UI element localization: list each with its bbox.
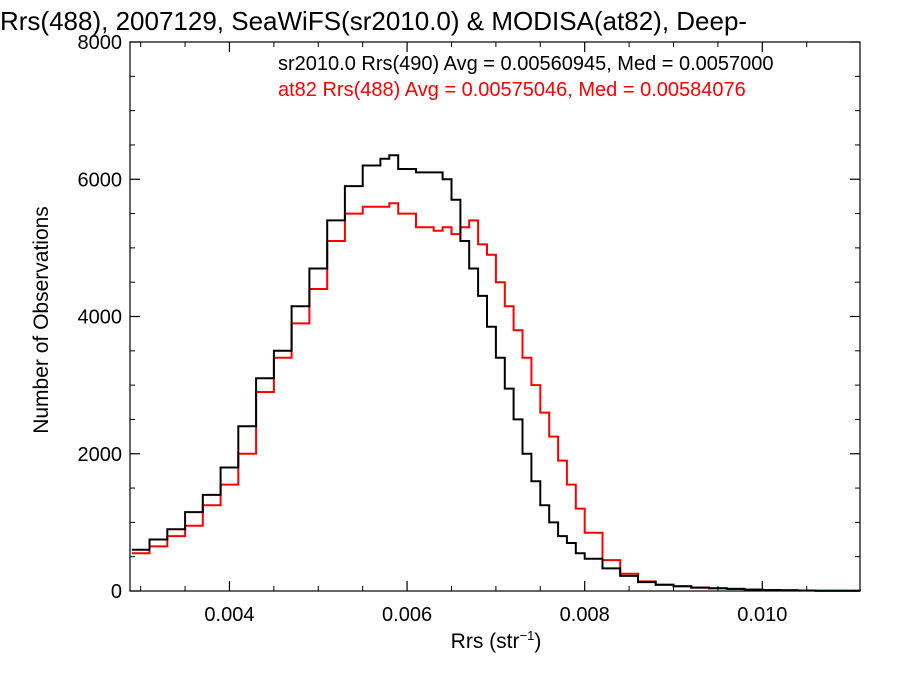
x-axis-label-text: Rrs (str (451, 630, 520, 653)
y-tick-label: 6000 (78, 169, 123, 191)
plot-frame (129, 41, 861, 592)
y-tick-label: 4000 (78, 307, 123, 329)
y-tick-label: 2000 (78, 444, 123, 466)
x-axis-label-sup: −1 (520, 628, 535, 643)
x-tick-label: 0.008 (560, 604, 610, 626)
chart-title: Rrs(488), 2007129, SeaWiFS(sr2010.0) & M… (0, 6, 747, 36)
x-axis-label-close: ) (534, 630, 541, 653)
x-tick-label: 0.006 (382, 604, 432, 626)
x-tick-label: 0.004 (204, 604, 254, 626)
tick-layer: 0.004 0.006 0.008 0.010 0 2000 4000 6000 8000 (78, 32, 860, 626)
legend-entry-black: sr2010.0 Rrs(490) Avg = 0.00560945, Med … (278, 53, 774, 75)
y-axis-label: Number of Observations (30, 206, 53, 434)
legend-entry-red: at82 Rrs(488) Avg = 0.00575046, Med = 0.… (278, 79, 746, 101)
x-axis-label: Rrs (str−1) (451, 628, 542, 653)
series-red-histogram (131, 202, 861, 592)
y-tick-label: 8000 (78, 32, 123, 54)
x-tick-label: 0.010 (737, 604, 787, 626)
series-layer (131, 154, 861, 592)
y-tick-label: 0 (111, 581, 122, 603)
series-black-histogram (131, 154, 861, 592)
